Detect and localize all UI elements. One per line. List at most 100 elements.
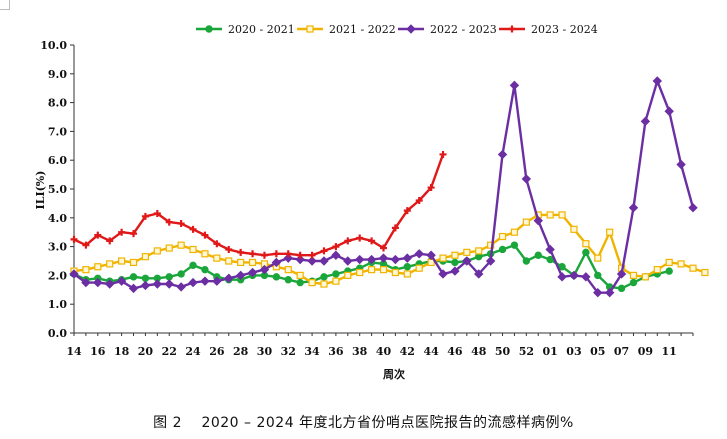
x-tick-label: 07 <box>614 345 629 358</box>
data-point <box>177 220 185 228</box>
data-point <box>498 245 507 254</box>
y-tick-label: 6.0 <box>48 154 67 167</box>
y-tick-label: 8.0 <box>48 97 67 110</box>
data-point <box>676 159 686 170</box>
x-axis-label: 周次 <box>383 367 405 381</box>
series-3 <box>69 76 698 298</box>
legend-item: 2021 - 2022 <box>297 23 396 36</box>
data-point <box>295 254 305 265</box>
y-axis-label: ILI(%) <box>34 171 47 210</box>
data-point <box>402 253 413 263</box>
data-point <box>450 266 460 276</box>
data-point <box>508 25 516 33</box>
data-point <box>439 150 447 158</box>
figure-caption: 图 2 2020 – 2024 年度北方省份哨点医院报告的流感样病例% <box>153 415 574 431</box>
x-tick-label: 18 <box>114 345 130 358</box>
x-tick-label: 30 <box>257 345 273 358</box>
data-point <box>237 248 245 256</box>
data-point <box>118 228 126 236</box>
data-point <box>188 277 198 288</box>
data-point <box>689 264 697 272</box>
x-tick-label: 44 <box>423 345 439 358</box>
data-point <box>533 215 543 226</box>
data-point <box>70 235 78 243</box>
data-point <box>82 241 90 249</box>
legend-label: 2020 - 2021 <box>228 23 295 36</box>
data-point <box>463 248 471 256</box>
x-tick-label: 05 <box>590 345 605 358</box>
data-point <box>688 203 698 213</box>
x-tick-label: 28 <box>233 345 249 358</box>
data-point <box>271 257 282 268</box>
data-point <box>509 80 520 91</box>
data-point <box>403 263 412 271</box>
x-tick-label: 03 <box>566 345 581 358</box>
data-point <box>116 276 127 286</box>
x-tick-label: 42 <box>400 345 415 358</box>
data-point <box>129 273 138 281</box>
x-tick-label: 34 <box>304 345 320 358</box>
data-point <box>177 270 185 278</box>
x-tick-label: 16 <box>90 345 106 358</box>
data-point <box>259 264 270 275</box>
data-point <box>558 211 566 219</box>
data-point <box>474 269 484 279</box>
data-point <box>344 271 352 279</box>
x-tick-label: 32 <box>281 345 296 358</box>
x-tick-label: 46 <box>447 345 463 358</box>
data-point <box>283 253 293 263</box>
data-point <box>130 230 138 238</box>
legend-item: 2023 - 2024 <box>499 23 598 36</box>
data-point <box>652 76 662 86</box>
data-point <box>545 244 555 255</box>
data-point <box>81 277 91 288</box>
y-tick-label: 5.0 <box>48 183 67 196</box>
data-point <box>451 251 459 259</box>
data-point <box>320 247 328 255</box>
data-point <box>356 234 364 242</box>
data-point <box>225 245 233 253</box>
data-point <box>212 276 222 286</box>
data-point <box>200 276 210 286</box>
data-point <box>378 253 389 263</box>
data-point <box>403 207 411 215</box>
legend-item: 2022 - 2023 <box>398 23 497 36</box>
data-point <box>94 263 102 271</box>
series-group <box>69 76 709 298</box>
data-point <box>189 225 197 233</box>
y-tick-label: 7.0 <box>48 125 67 138</box>
data-point <box>701 268 709 277</box>
data-point <box>343 256 353 266</box>
x-tick-label: 52 <box>519 345 534 358</box>
data-point <box>629 271 638 279</box>
data-point <box>153 247 161 255</box>
x-tick-label: 24 <box>185 345 201 358</box>
data-point <box>141 212 149 220</box>
data-point <box>82 266 90 274</box>
data-point <box>165 273 173 281</box>
x-tick-label: 48 <box>471 345 487 358</box>
data-point <box>414 249 424 259</box>
line-chart: 2020 - 2021 2021 - 2022 2022 - 2023 2023 - … <box>34 23 709 381</box>
data-point <box>510 228 519 236</box>
data-point <box>308 279 316 287</box>
series-line <box>73 153 445 257</box>
data-point <box>237 258 245 267</box>
data-point <box>331 250 341 260</box>
data-point <box>406 24 416 34</box>
data-point <box>475 247 483 255</box>
data-point <box>332 270 340 278</box>
data-point <box>521 174 532 184</box>
y-tick-label: 9.0 <box>48 68 67 81</box>
data-point <box>415 264 423 272</box>
data-point <box>320 280 328 288</box>
x-tick-label: 20 <box>138 345 154 358</box>
x-tick-label: 22 <box>162 345 177 358</box>
data-point <box>485 256 496 266</box>
data-point <box>201 231 209 239</box>
x-tick-label: 38 <box>352 345 368 358</box>
data-point <box>415 197 423 205</box>
data-point <box>284 250 292 258</box>
data-point <box>260 251 268 259</box>
data-point <box>344 237 352 245</box>
